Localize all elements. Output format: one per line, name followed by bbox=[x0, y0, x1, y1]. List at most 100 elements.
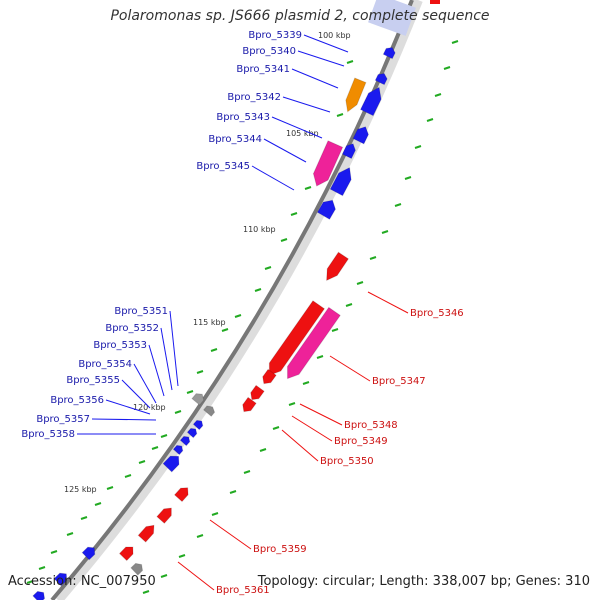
gc-skew-mark bbox=[221, 328, 229, 332]
summary-text: Topology: circular; Length: 338,007 bp; … bbox=[257, 574, 590, 589]
gc-skew-mark bbox=[345, 303, 353, 307]
gc-skew-mark bbox=[229, 490, 237, 494]
gene-arrow bbox=[156, 507, 172, 524]
gc-skew-mark bbox=[443, 66, 451, 70]
label-leader-line bbox=[263, 138, 307, 163]
label-leader-line bbox=[367, 291, 409, 314]
gc-skew-mark bbox=[316, 355, 324, 359]
gene-arrow bbox=[53, 572, 68, 587]
gene-arrow bbox=[130, 562, 144, 576]
label-leader-line bbox=[160, 327, 173, 391]
accession-text: Accession: NC_007950 bbox=[8, 574, 156, 589]
gene-arrow bbox=[192, 419, 204, 431]
gene-arrow bbox=[172, 444, 184, 456]
gene-label-bpro-5351: Bpro_5351 bbox=[114, 306, 168, 317]
gene-label-bpro-5345: Bpro_5345 bbox=[196, 161, 250, 172]
gene-arrow bbox=[242, 396, 257, 413]
gene-arrow bbox=[312, 140, 344, 187]
gc-skew-mark bbox=[280, 238, 288, 242]
gc-skew-mark bbox=[356, 281, 364, 285]
gene-label-bpro-5341: Bpro_5341 bbox=[236, 64, 290, 75]
gene-arrow bbox=[81, 546, 96, 561]
gene-arrow bbox=[268, 300, 326, 376]
gene-arrow bbox=[179, 435, 191, 447]
gene-arrow-top bbox=[430, 0, 440, 4]
gc-skew-mark bbox=[331, 328, 339, 332]
gene-label-bpro-5352: Bpro_5352 bbox=[105, 323, 159, 334]
label-leader-line bbox=[271, 116, 323, 139]
position-tick-label: 100 kbp bbox=[318, 31, 351, 40]
gene-arrow bbox=[382, 46, 396, 60]
backbone-shadow bbox=[54, 0, 423, 600]
gc-skew-mark bbox=[151, 446, 159, 450]
label-leader-line bbox=[169, 310, 179, 387]
gc-skew-mark bbox=[142, 590, 150, 594]
gene-label-bpro-5350: Bpro_5350 bbox=[320, 456, 374, 467]
label-leader-line bbox=[297, 50, 345, 67]
gc-skew-mark bbox=[434, 93, 442, 97]
gene-label-bpro-5358: Bpro_5358 bbox=[21, 429, 75, 440]
gc-skew-mark bbox=[426, 118, 434, 122]
gene-arrow bbox=[186, 427, 198, 439]
gc-skew-mark bbox=[26, 580, 34, 584]
gc-skew-mark bbox=[414, 145, 422, 149]
position-tick-label: 105 kbp bbox=[286, 129, 319, 138]
gene-label-bpro-5340: Bpro_5340 bbox=[242, 46, 296, 57]
gene-arrow bbox=[162, 455, 180, 473]
label-leader-line bbox=[282, 96, 331, 113]
label-leader-line bbox=[209, 519, 252, 550]
gene-label-bpro-5349: Bpro_5349 bbox=[334, 436, 388, 447]
label-leader-line bbox=[105, 399, 151, 415]
gc-skew-mark bbox=[369, 256, 377, 260]
label-leader-line bbox=[133, 363, 157, 404]
gene-arrow bbox=[345, 77, 367, 113]
gene-arrow bbox=[286, 306, 341, 380]
label-leader-line bbox=[299, 403, 343, 426]
gc-skew-mark bbox=[196, 370, 204, 374]
gc-skew-mark bbox=[394, 203, 402, 207]
gene-arrow bbox=[341, 143, 356, 160]
gene-arrow bbox=[118, 546, 134, 562]
gc-skew-mark bbox=[336, 113, 344, 117]
label-leader-line bbox=[91, 418, 157, 421]
gene-arrow bbox=[250, 384, 265, 401]
gc-skew-mark bbox=[106, 486, 114, 490]
gc-skew-mark bbox=[272, 426, 280, 430]
gene-arrow bbox=[359, 86, 382, 117]
position-tick-label: 115 kbp bbox=[193, 318, 226, 327]
gc-skew-mark bbox=[404, 176, 412, 180]
label-leader-line bbox=[148, 344, 165, 397]
gene-arrow bbox=[173, 487, 189, 503]
gene-label-bpro-5343: Bpro_5343 bbox=[216, 112, 270, 123]
gene-label-bpro-5339: Bpro_5339 bbox=[248, 30, 302, 41]
gene-arrow bbox=[326, 251, 350, 282]
gc-skew-mark bbox=[288, 402, 296, 406]
gc-skew-mark bbox=[264, 266, 272, 270]
gene-label-bpro-5344: Bpro_5344 bbox=[208, 134, 262, 145]
gc-skew-mark bbox=[346, 60, 354, 64]
gene-arrow bbox=[374, 72, 388, 86]
label-leader-line bbox=[329, 355, 371, 382]
gc-skew-mark bbox=[124, 474, 132, 478]
gc-skew-mark bbox=[451, 40, 459, 44]
gene-label-bpro-5356: Bpro_5356 bbox=[50, 395, 104, 406]
gene-arrow bbox=[137, 524, 155, 543]
position-tick-label: 110 kbp bbox=[243, 225, 276, 234]
gc-skew-mark bbox=[174, 410, 182, 414]
gene-label-bpro-5361: Bpro_5361 bbox=[216, 585, 270, 596]
gc-skew-mark bbox=[178, 554, 186, 558]
gc-skew-mark bbox=[290, 212, 298, 216]
gc-skew-mark bbox=[259, 448, 267, 452]
gc-skew-mark bbox=[94, 502, 102, 506]
gene-label-bpro-5347: Bpro_5347 bbox=[372, 376, 426, 387]
label-leader-line bbox=[303, 34, 349, 53]
label-leader-line bbox=[291, 68, 339, 89]
label-leader-line bbox=[291, 415, 333, 442]
map-title: Polaromonas sp. JS666 plasmid 2, complet… bbox=[110, 8, 490, 24]
gc-skew-mark bbox=[254, 288, 262, 292]
label-leader-line bbox=[177, 561, 215, 591]
gc-skew-mark bbox=[304, 186, 312, 190]
gc-skew-mark bbox=[211, 512, 219, 516]
gc-skew-mark bbox=[160, 574, 168, 578]
